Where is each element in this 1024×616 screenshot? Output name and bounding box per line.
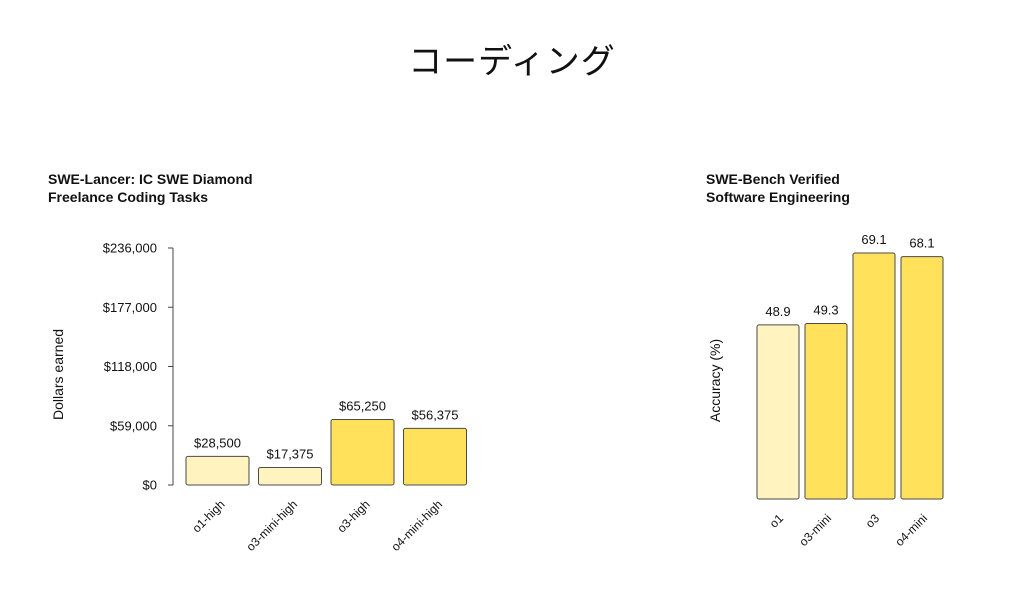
data-label: 48.9 xyxy=(765,304,790,319)
data-label: 69.1 xyxy=(861,232,886,247)
y-tick-label: $118,000 xyxy=(104,359,157,374)
x-tick-label: o3-high xyxy=(334,497,372,535)
page-title: コーディング xyxy=(408,42,616,82)
swe-bench-chart: Accuracy (%) 48.9 o1 49.3 o3-mini 69.1 o3 68.1 o… xyxy=(707,232,944,549)
data-label: 49.3 xyxy=(813,302,838,317)
x-tick-label: o4-mini xyxy=(892,511,930,549)
y-axis-title: Accuracy (%) xyxy=(707,339,723,422)
bar xyxy=(185,455,250,486)
bar xyxy=(258,467,322,486)
chart-title-line: Freelance Coding Tasks xyxy=(48,189,209,205)
x-tick-label: o1 xyxy=(767,511,787,531)
bar xyxy=(403,427,467,486)
bar xyxy=(852,252,896,500)
chart-title-line: Software Engineering xyxy=(706,189,850,205)
x-tick-label: o1-high xyxy=(189,497,227,535)
bar xyxy=(330,418,395,486)
bar xyxy=(804,322,848,500)
x-tick-label: o3-mini xyxy=(796,511,834,549)
data-label: $17,375 xyxy=(267,447,314,462)
y-tick-label: $59,000 xyxy=(110,418,157,433)
y-tick-label: $177,000 xyxy=(103,300,157,315)
data-label: $56,375 xyxy=(412,407,459,422)
data-label: $65,250 xyxy=(339,398,386,413)
x-tick-label: o3-mini-high xyxy=(244,497,301,554)
y-axis-title: Dollars earned xyxy=(50,329,66,420)
chart-title-swe-lancer: SWE-Lancer: IC SWE Diamond Freelance Cod… xyxy=(48,170,253,206)
x-tick-label: o3 xyxy=(863,511,883,531)
bar xyxy=(900,256,944,500)
y-tick-label: $236,000 xyxy=(103,241,157,256)
data-label: $28,500 xyxy=(194,435,241,450)
swe-lancer-chart: $0 $59,000 $118,000 $177,000 $236,000 Dollars… xyxy=(50,241,467,554)
chart-title-line: SWE-Lancer: IC SWE Diamond xyxy=(48,171,253,187)
x-tick-label: o4-mini-high xyxy=(389,497,446,554)
chart-title-swe-bench: SWE-Bench Verified Software Engineering xyxy=(706,170,850,206)
y-tick-label: $0 xyxy=(143,478,157,493)
chart-title-line: SWE-Bench Verified xyxy=(706,171,840,187)
data-label: 68.1 xyxy=(909,236,934,251)
bar xyxy=(756,324,800,500)
